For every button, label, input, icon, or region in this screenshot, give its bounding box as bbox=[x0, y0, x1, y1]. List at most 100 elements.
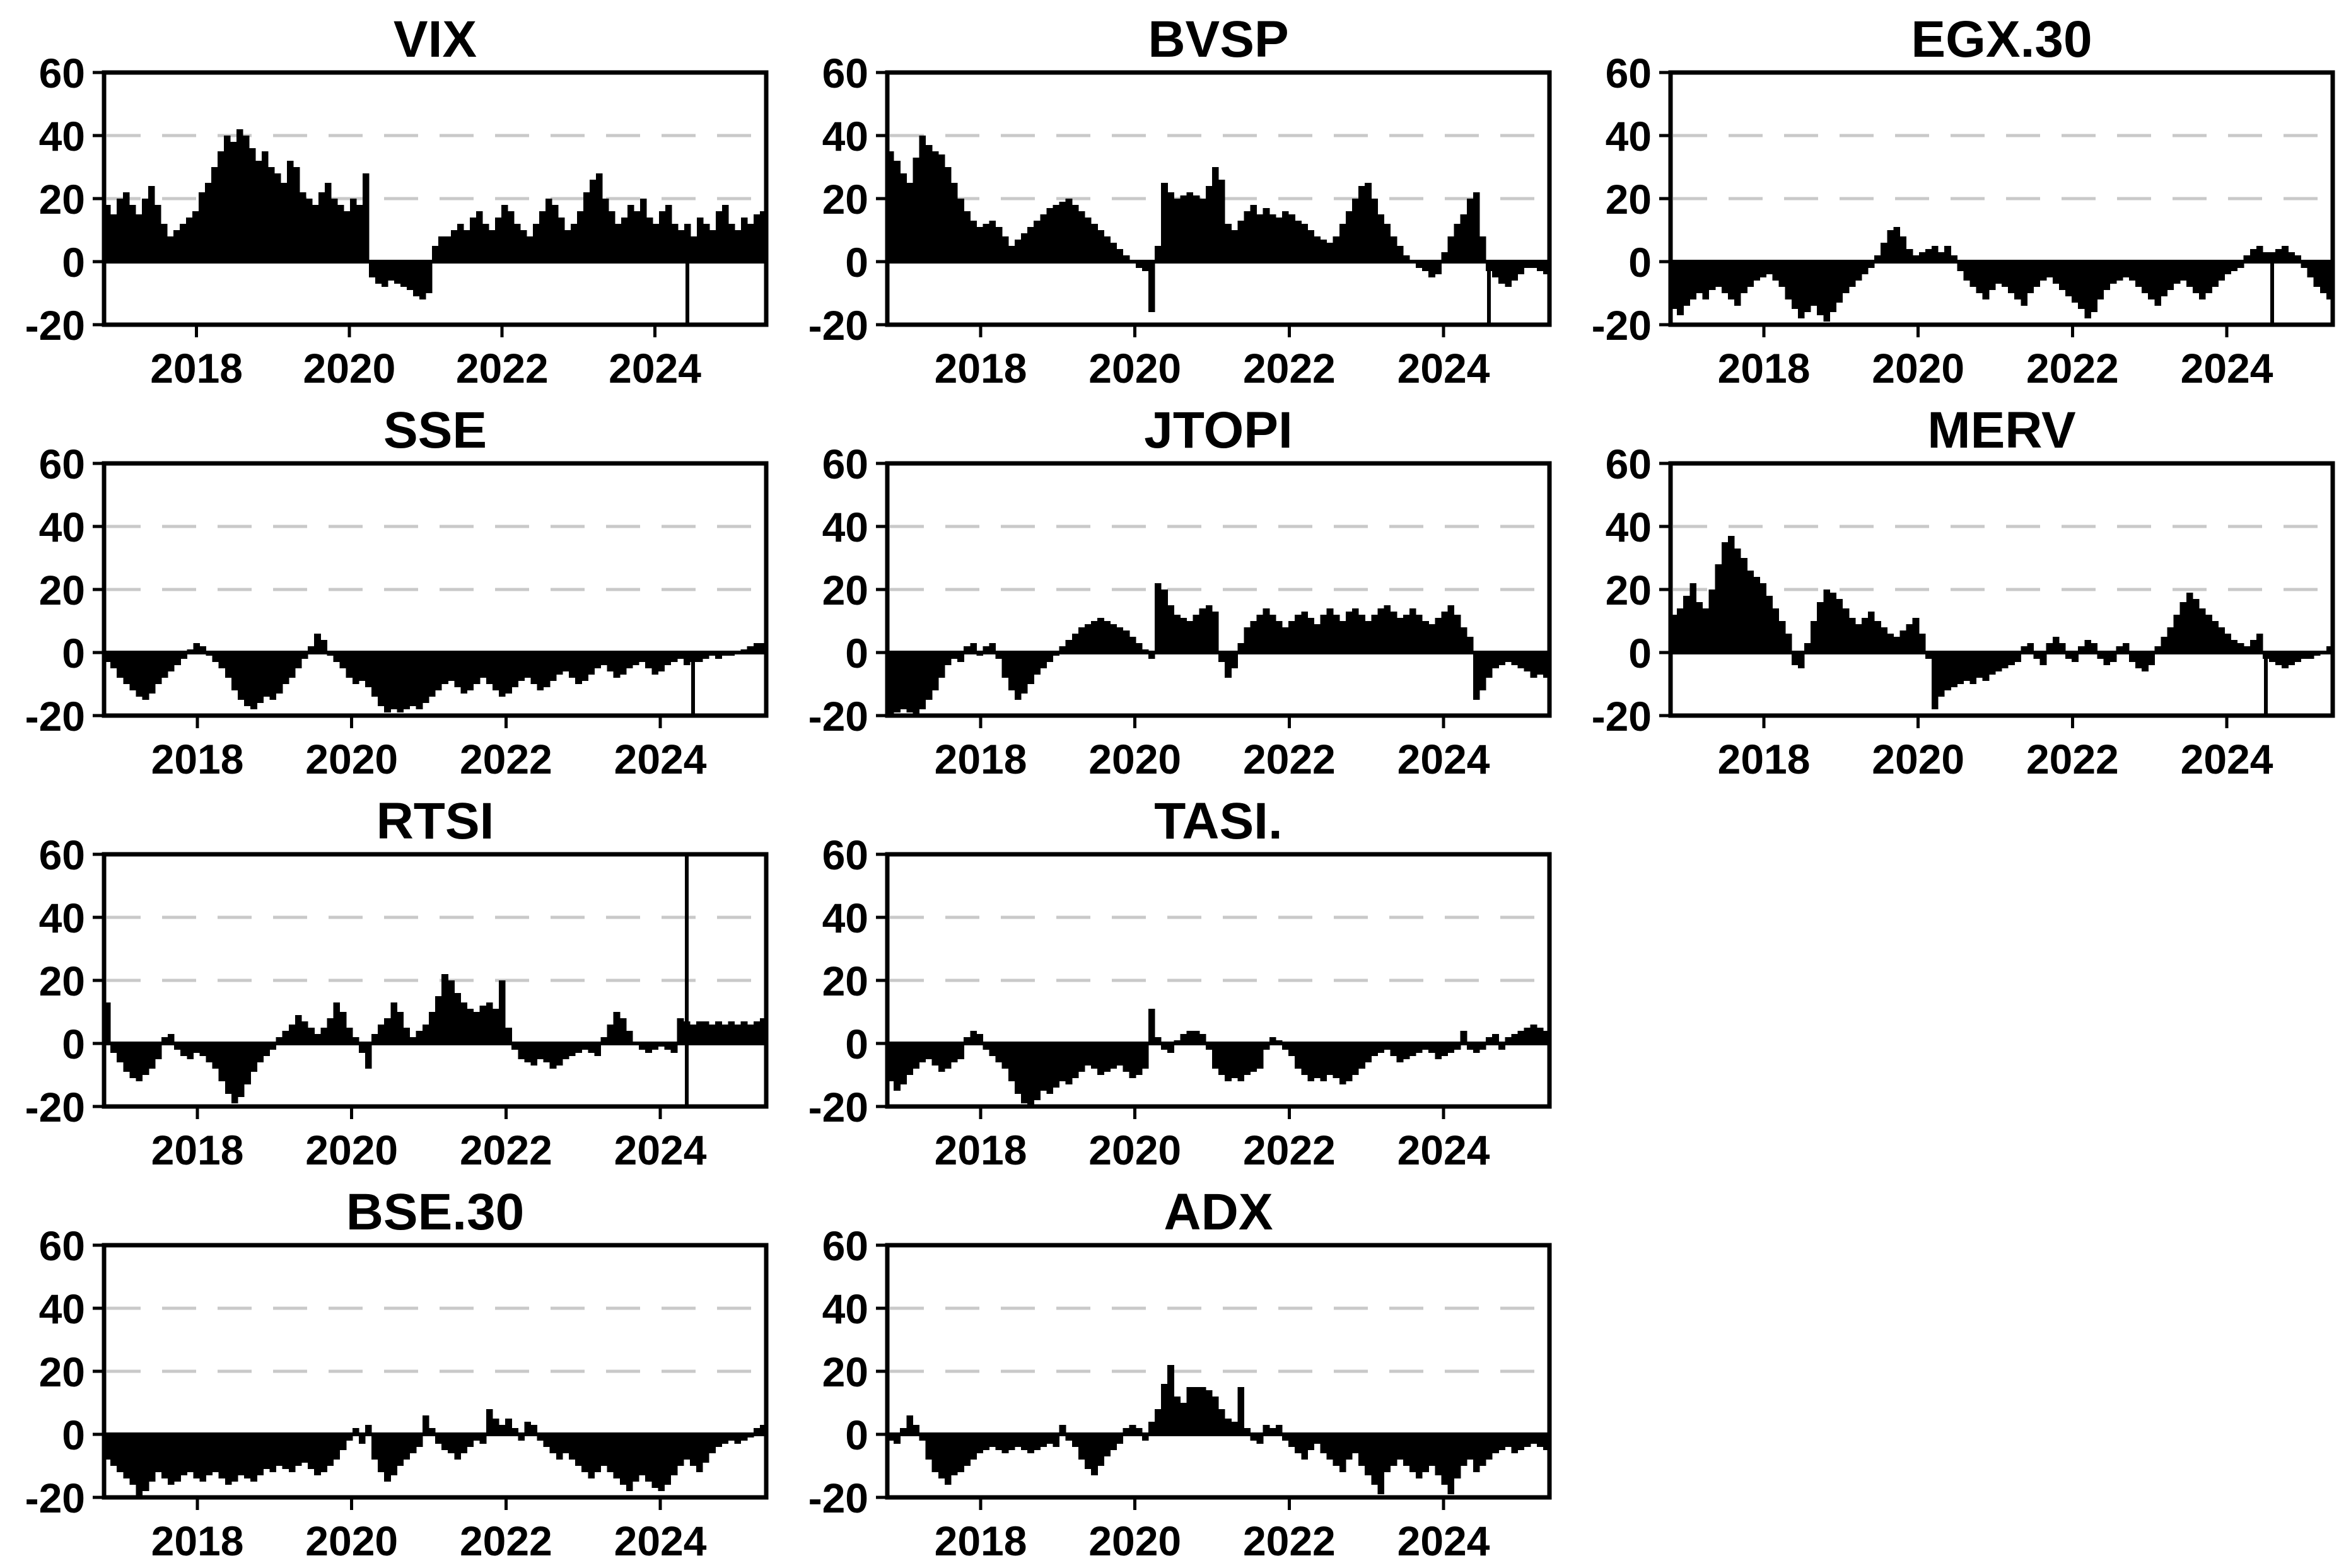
y-tick-label: 20 bbox=[822, 958, 868, 1004]
x-tick-label: 2018 bbox=[151, 736, 244, 782]
bars-series bbox=[887, 1365, 1550, 1494]
y-tick-label: 0 bbox=[845, 630, 868, 677]
panel-title: SSE bbox=[383, 402, 487, 459]
y-tick-label: 60 bbox=[822, 1222, 868, 1269]
y-tick-label: 60 bbox=[822, 832, 868, 878]
y-tick-label: 0 bbox=[1628, 630, 1652, 677]
bars-series bbox=[887, 583, 1550, 716]
y-tick-label: 40 bbox=[1606, 504, 1652, 550]
y-tick-label: 60 bbox=[39, 50, 85, 96]
x-tick-label: 2020 bbox=[1872, 345, 1964, 392]
y-tick-label: -20 bbox=[1592, 302, 1652, 349]
bars-series bbox=[887, 136, 1550, 312]
x-tick-label: 2024 bbox=[614, 1127, 707, 1173]
x-tick-label: 2020 bbox=[305, 736, 398, 782]
y-tick-label: 0 bbox=[1628, 239, 1652, 286]
y-tick-label: 0 bbox=[62, 1412, 85, 1458]
x-tick-label: 2020 bbox=[1088, 345, 1181, 392]
y-tick-label: 60 bbox=[39, 1222, 85, 1269]
x-tick-label: 2024 bbox=[614, 736, 707, 782]
x-tick-label: 2020 bbox=[305, 1127, 398, 1173]
chart-panel-bse30: BSE.30 60 40 20 0 -20 2018 2020 2022 2024 bbox=[0, 1173, 783, 1568]
y-tick-label: 20 bbox=[39, 176, 85, 223]
x-tick-label: 2024 bbox=[1397, 1127, 1490, 1173]
x-tick-label: 2018 bbox=[1718, 736, 1811, 782]
y-tick-label: 60 bbox=[1606, 441, 1652, 487]
bars-series bbox=[1671, 227, 2333, 322]
x-tick-label: 2022 bbox=[460, 1518, 552, 1564]
x-tick-label: 2020 bbox=[1088, 1518, 1181, 1564]
x-tick-label: 2022 bbox=[1243, 345, 1336, 392]
chart-panel-tasi: TASI. 60 40 20 0 -20 2018 2020 2022 2024 bbox=[783, 782, 1566, 1177]
x-tick-label: 2024 bbox=[1397, 736, 1490, 782]
x-tick-label: 2020 bbox=[1088, 736, 1181, 782]
y-tick-label: 0 bbox=[62, 1021, 85, 1067]
x-tick-label: 2018 bbox=[151, 1127, 244, 1173]
chart-panel-egx30: EGX.30 60 40 20 0 -20 2018 2020 2022 2024 bbox=[1566, 0, 2350, 395]
bars-series bbox=[104, 129, 767, 299]
bars-series bbox=[887, 1009, 1550, 1106]
x-tick-label: 2024 bbox=[609, 345, 701, 392]
y-tick-label: 60 bbox=[39, 832, 85, 878]
chart-panel-rtsi: RTSI 60 40 20 0 -20 2018 2020 2022 2024 bbox=[0, 782, 783, 1177]
bars-series bbox=[104, 974, 767, 1103]
x-tick-label: 2022 bbox=[2026, 736, 2119, 782]
chart-panel-merv: MERV 60 40 20 0 -20 2018 2020 2022 2024 bbox=[1566, 391, 2350, 786]
y-tick-label: 0 bbox=[845, 1021, 868, 1067]
y-tick-label: 20 bbox=[39, 567, 85, 613]
panel-title: RTSI bbox=[376, 793, 494, 850]
y-tick-label: -20 bbox=[25, 693, 85, 740]
x-tick-label: 2022 bbox=[456, 345, 549, 392]
y-tick-label: -20 bbox=[808, 1475, 868, 1521]
bars-series bbox=[104, 1409, 767, 1497]
y-tick-label: 20 bbox=[39, 1349, 85, 1395]
panel-title: EGX.30 bbox=[1911, 11, 2092, 68]
y-tick-label: 60 bbox=[1606, 50, 1652, 96]
y-tick-label: 40 bbox=[39, 113, 85, 160]
x-tick-label: 2022 bbox=[460, 1127, 552, 1173]
spike-full bbox=[684, 854, 689, 1106]
y-tick-label: 40 bbox=[822, 895, 868, 941]
y-tick-label: 0 bbox=[845, 1412, 868, 1458]
y-tick-label: 40 bbox=[39, 504, 85, 550]
chart-panel-adx: ADX 60 40 20 0 -20 2018 2020 2022 2024 bbox=[783, 1173, 1566, 1568]
y-tick-label: 20 bbox=[822, 567, 868, 613]
chart-panel-jtopi: JTOPI 60 40 20 0 -20 2018 2020 2022 2024 bbox=[783, 391, 1566, 786]
chart-panel-sse: SSE 60 40 20 0 -20 2018 2020 2022 2024 bbox=[0, 391, 783, 786]
y-tick-label: -20 bbox=[1592, 693, 1652, 740]
y-tick-label: -20 bbox=[808, 1084, 868, 1130]
bars-series bbox=[104, 634, 767, 712]
x-tick-label: 2022 bbox=[1243, 1127, 1336, 1173]
y-tick-label: 20 bbox=[822, 176, 868, 223]
y-tick-label: 40 bbox=[822, 1286, 868, 1332]
x-tick-label: 2018 bbox=[935, 1518, 1027, 1564]
x-tick-label: 2020 bbox=[303, 345, 396, 392]
y-tick-label: 40 bbox=[39, 895, 85, 941]
y-tick-label: 0 bbox=[62, 239, 85, 286]
y-tick-label: 60 bbox=[822, 441, 868, 487]
x-tick-label: 2020 bbox=[1088, 1127, 1181, 1173]
y-tick-label: 40 bbox=[822, 113, 868, 160]
x-tick-label: 2018 bbox=[935, 1127, 1027, 1173]
spike-down bbox=[685, 262, 689, 325]
y-tick-label: 40 bbox=[39, 1286, 85, 1332]
y-tick-label: 20 bbox=[1606, 567, 1652, 613]
y-tick-label: 60 bbox=[822, 50, 868, 96]
panel-title: VIX bbox=[394, 11, 477, 68]
x-tick-label: 2020 bbox=[305, 1518, 398, 1564]
y-tick-label: 40 bbox=[1606, 113, 1652, 160]
y-tick-label: -20 bbox=[808, 693, 868, 740]
y-tick-label: 20 bbox=[39, 958, 85, 1004]
x-tick-label: 2022 bbox=[2026, 345, 2119, 392]
x-tick-label: 2018 bbox=[150, 345, 243, 392]
x-tick-label: 2022 bbox=[1243, 736, 1336, 782]
y-tick-label: 20 bbox=[1606, 176, 1652, 223]
y-tick-label: -20 bbox=[25, 1475, 85, 1521]
y-tick-label: 0 bbox=[845, 239, 868, 286]
panel-title: BSE.30 bbox=[346, 1183, 525, 1241]
x-tick-label: 2024 bbox=[614, 1518, 707, 1564]
spike-down bbox=[1487, 262, 1491, 325]
x-tick-label: 2018 bbox=[935, 736, 1027, 782]
y-tick-label: -20 bbox=[25, 302, 85, 349]
x-tick-label: 2024 bbox=[2181, 736, 2273, 782]
